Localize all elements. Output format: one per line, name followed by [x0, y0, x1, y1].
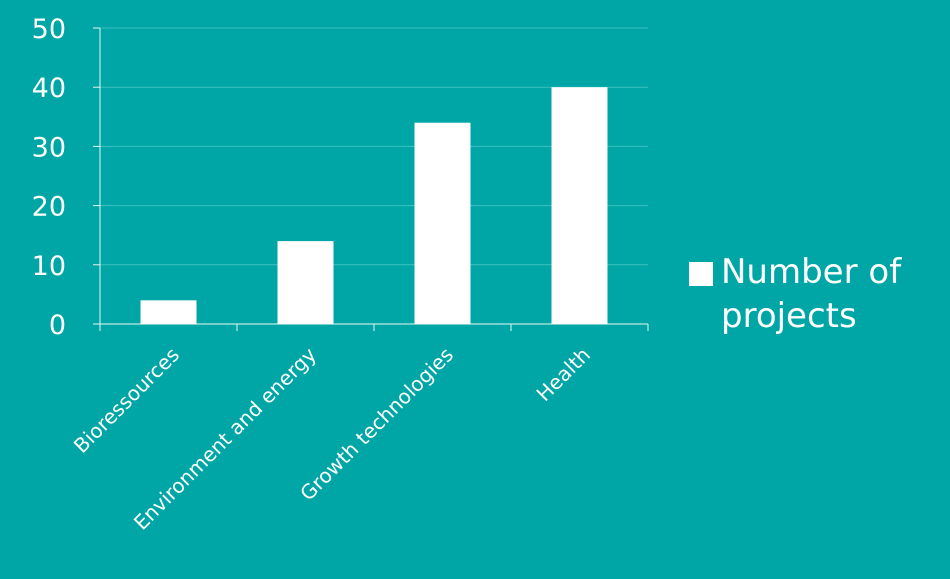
y-tick-label: 0: [49, 310, 66, 341]
legend-swatch: [689, 262, 713, 286]
y-tick-label: 30: [32, 132, 66, 163]
y-tick-label: 10: [32, 251, 66, 282]
bar: [414, 122, 471, 324]
legend: Number of projects: [689, 250, 941, 338]
y-tick-label: 40: [32, 73, 66, 104]
y-tick-label: 50: [32, 14, 66, 45]
y-tick-label: 20: [32, 192, 66, 223]
legend-label: Number of projects: [721, 252, 902, 336]
bar: [277, 241, 334, 324]
bar: [551, 87, 608, 324]
bars: [140, 87, 608, 324]
bar: [140, 300, 197, 324]
